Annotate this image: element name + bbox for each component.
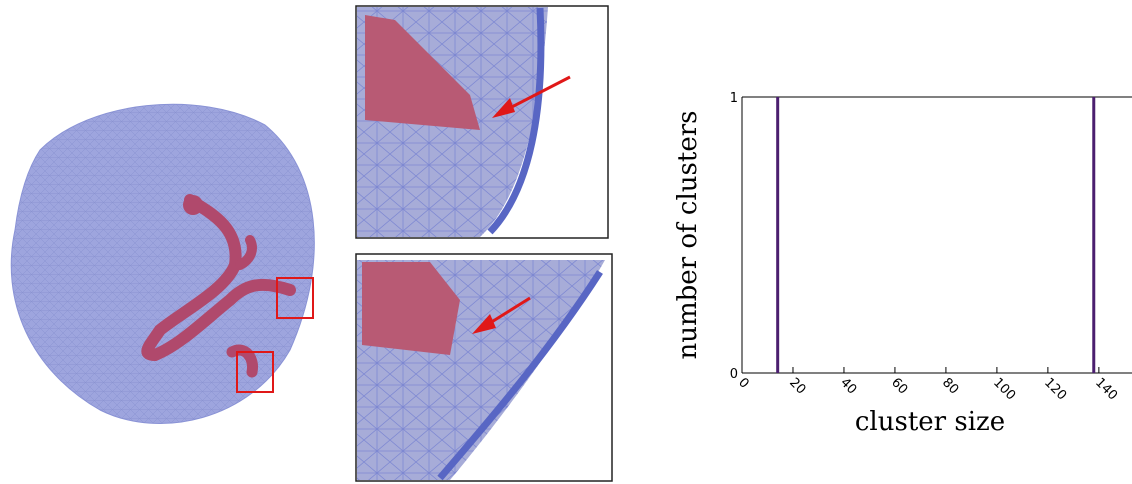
y-axis-label: number of clusters bbox=[673, 111, 703, 360]
x-tick-label: 100 bbox=[990, 375, 1018, 403]
x-tick-label: 120 bbox=[1041, 375, 1069, 403]
zoom-panel-top bbox=[355, 5, 609, 239]
plot-area: cluster size number of clusters 010 20 40 6… bbox=[673, 91, 1132, 437]
sphere-render bbox=[10, 103, 315, 424]
x-tick-label: 40 bbox=[837, 375, 859, 397]
x-tick-label: 20 bbox=[786, 375, 808, 397]
y-tick-label: 1 bbox=[730, 91, 738, 106]
x-axis-label: cluster size bbox=[855, 407, 1005, 437]
x-tick-label: 60 bbox=[888, 375, 910, 397]
y-tick-label: 0 bbox=[730, 367, 738, 382]
x-tick-label: 140 bbox=[1092, 375, 1120, 403]
zoom-panel-bottom bbox=[355, 253, 613, 482]
x-tick-label: 80 bbox=[939, 375, 961, 397]
